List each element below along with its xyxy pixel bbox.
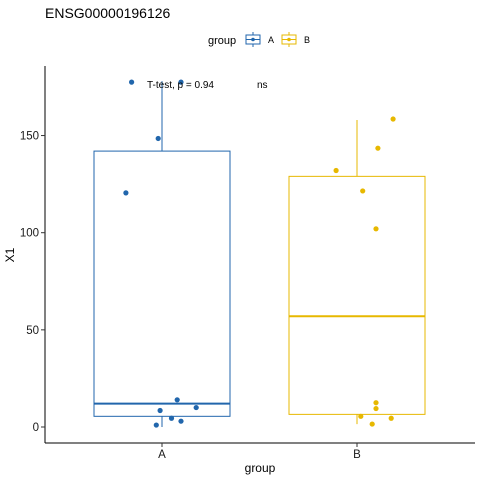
- chart-title: ENSG00000196126: [45, 5, 171, 21]
- data-point-b: [358, 413, 364, 419]
- data-point-a: [178, 79, 184, 85]
- legend-key-b: B: [281, 32, 310, 47]
- data-point-b: [373, 226, 379, 232]
- data-point-a: [157, 407, 163, 414]
- y-tick-label: 100: [20, 228, 39, 240]
- legend-label: A: [268, 35, 274, 45]
- data-point-b: [388, 415, 394, 421]
- legend-key-a: A: [245, 32, 274, 47]
- data-point-a: [129, 79, 135, 85]
- data-point-a: [123, 190, 129, 196]
- legend-title: group: [208, 35, 236, 47]
- y-axis-label: X1: [3, 247, 17, 262]
- data-point-a: [168, 415, 175, 421]
- data-point-b: [373, 400, 379, 406]
- legend: group A B: [208, 32, 310, 47]
- legend-label: B: [304, 35, 310, 45]
- x-tick-label: B: [353, 449, 361, 461]
- x-axis-label: group: [245, 461, 276, 475]
- ttest-label: T-test, p = 0.94: [147, 80, 214, 91]
- axes: 0 50 100 150 A B: [20, 66, 475, 461]
- data-point-b: [333, 167, 339, 174]
- data-point-b: [390, 116, 396, 122]
- data-point-b: [373, 405, 379, 412]
- box-iqr: [288, 175, 426, 415]
- y-tick-label: 0: [33, 422, 39, 434]
- data-point-a: [174, 397, 180, 403]
- stat-annotation: T-test, p = 0.94 ns: [147, 80, 268, 91]
- data-point-b: [375, 145, 381, 151]
- box-a: [93, 81, 231, 427]
- significance-label: ns: [257, 80, 268, 91]
- data-point-a: [193, 404, 199, 411]
- y-tick-label: 150: [20, 131, 39, 143]
- data-point-b: [369, 421, 375, 427]
- x-tick-label: A: [158, 449, 166, 461]
- data-point-a: [153, 422, 159, 428]
- data-point-b: [360, 188, 366, 194]
- y-tick-label: 50: [26, 325, 39, 337]
- box-b: [288, 120, 426, 425]
- plot-area: [93, 79, 426, 428]
- data-point-a: [155, 135, 161, 142]
- box-iqr: [93, 150, 231, 417]
- data-point-a: [178, 418, 184, 424]
